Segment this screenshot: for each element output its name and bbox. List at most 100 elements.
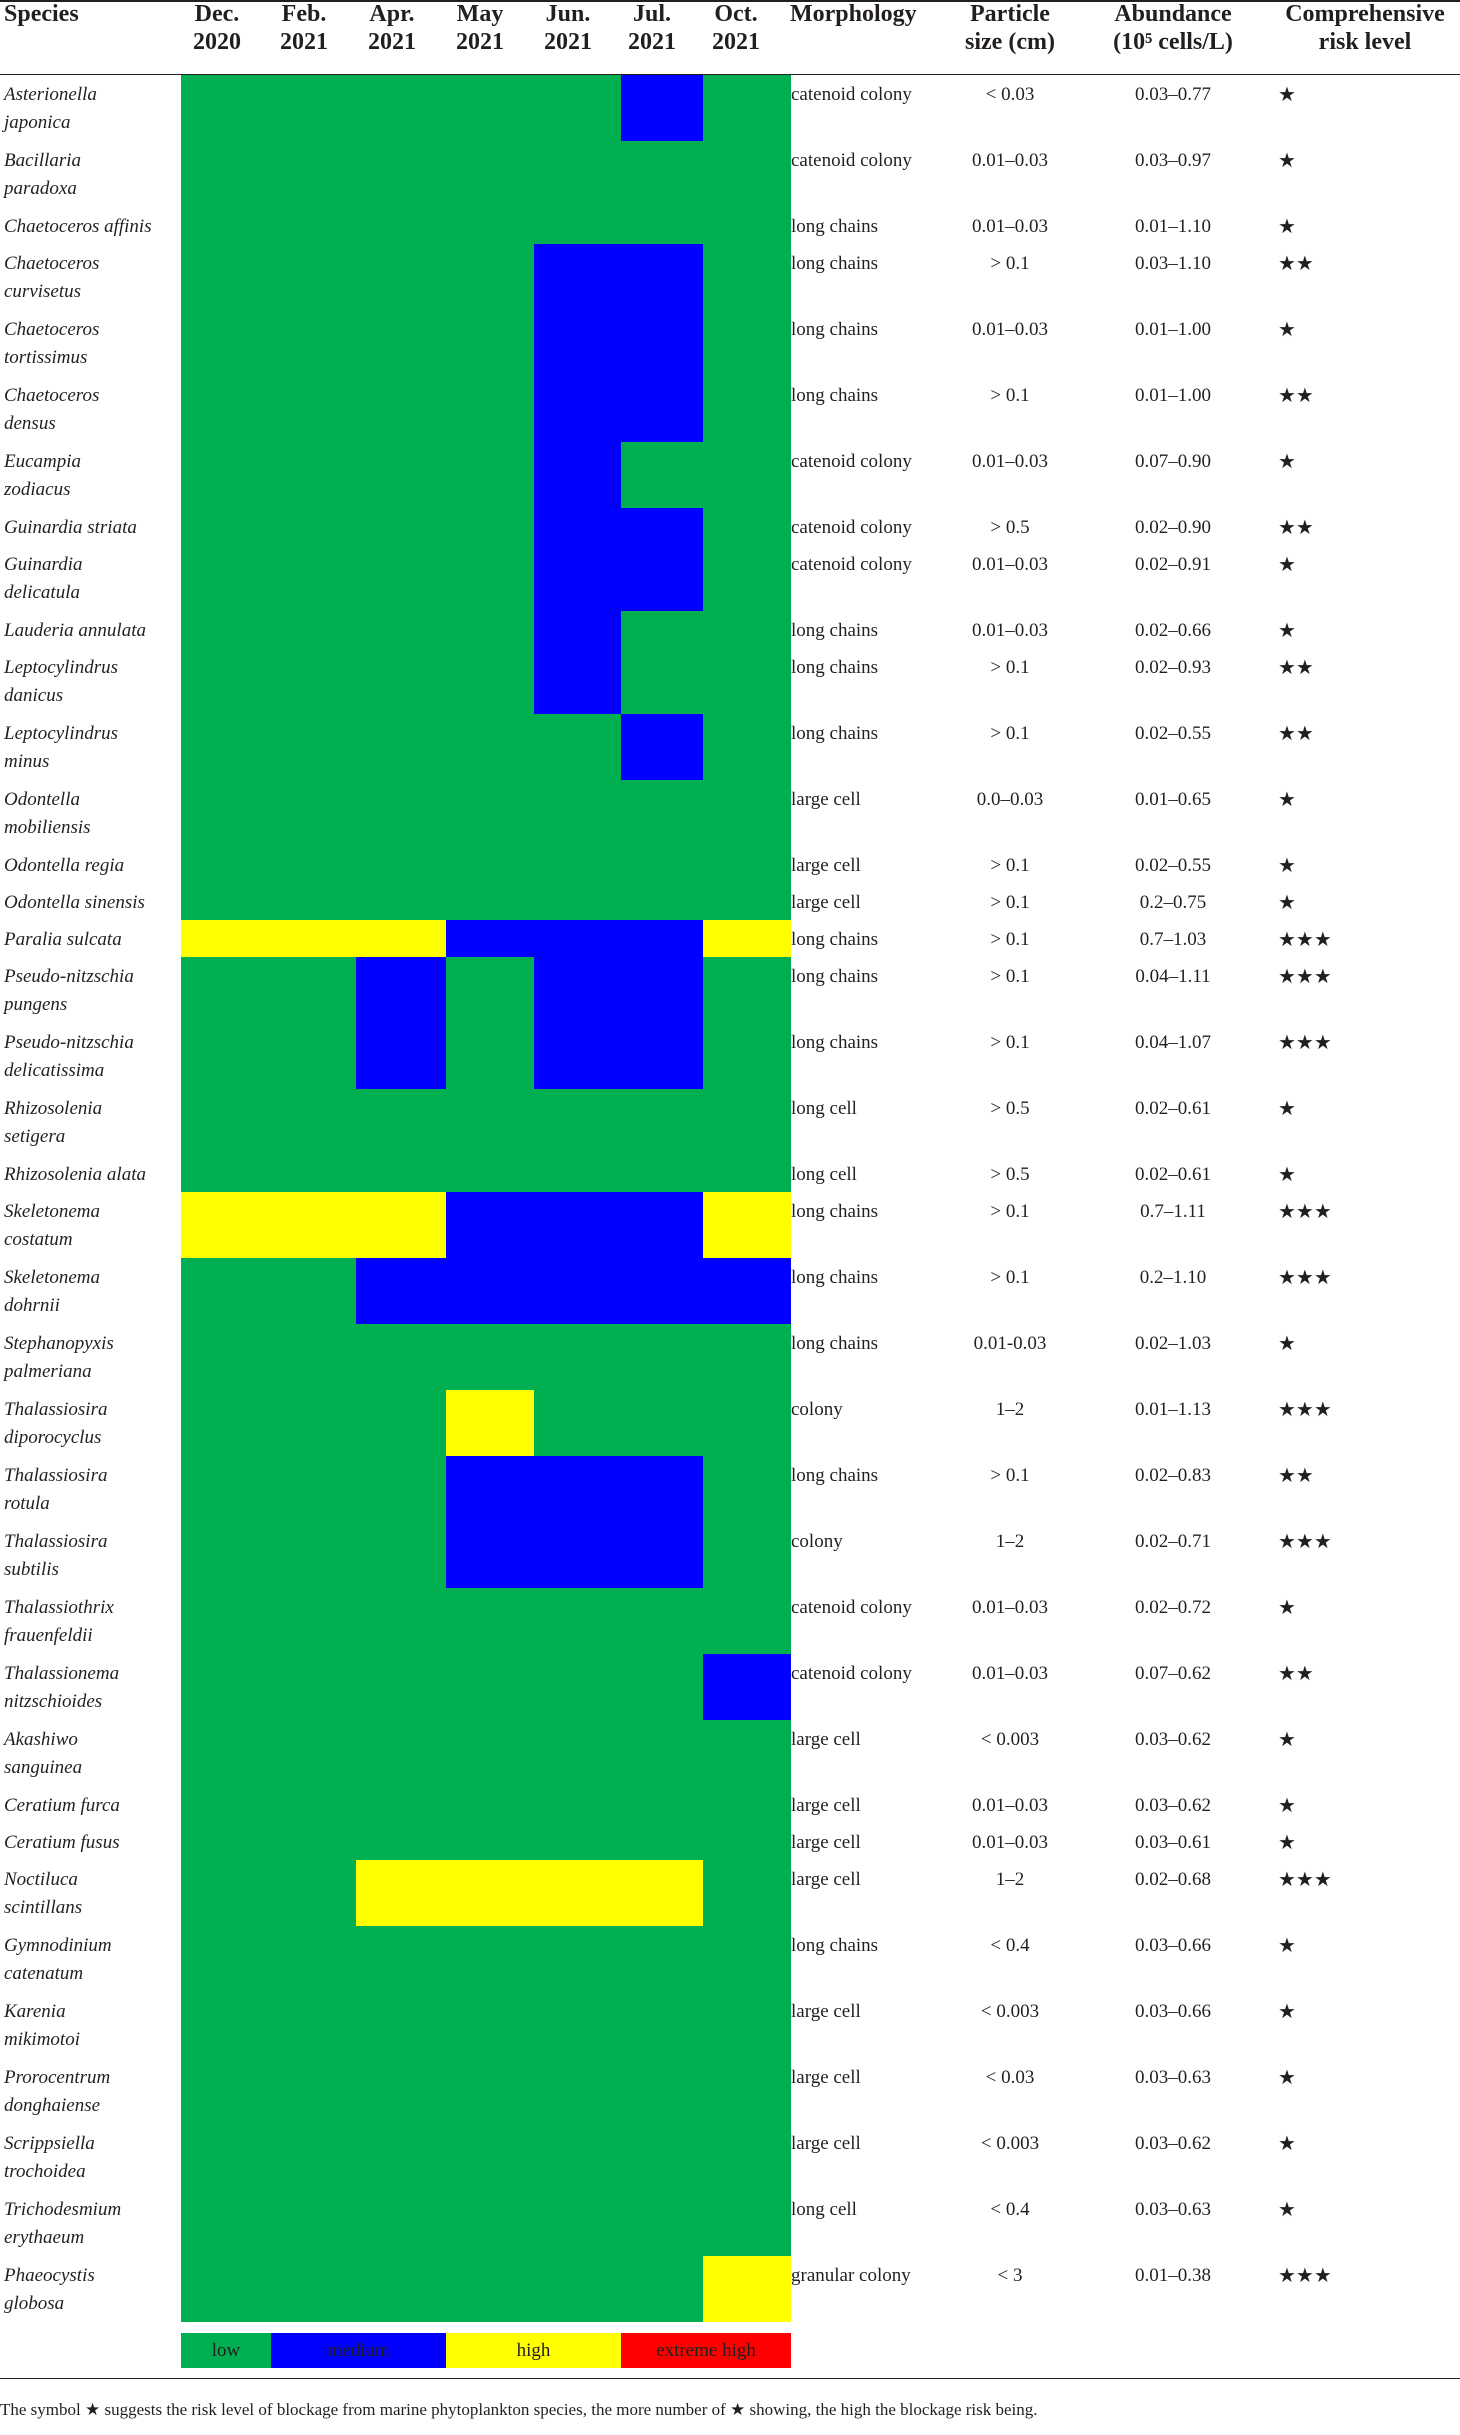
heatmap-cell	[621, 2256, 703, 2322]
risk-stars: ★★	[1278, 723, 1314, 745]
heatmap-cell	[181, 376, 268, 442]
abundance-cell: 0.03–0.63	[1135, 2067, 1211, 2088]
heatmap-cell	[534, 1258, 621, 1324]
risk-stars: ★★	[1278, 657, 1314, 679]
heatmap-cell	[534, 920, 621, 957]
risk-stars: ★	[1278, 554, 1296, 576]
heatmap-cell	[446, 1992, 534, 2058]
abundance-cell: 0.03–0.62	[1135, 1729, 1211, 1750]
abundance-cell: 0.03–0.61	[1135, 1832, 1211, 1853]
abundance-cell: 0.01–1.13	[1135, 1399, 1211, 1420]
heatmap-cell	[534, 1390, 621, 1456]
species-name: Bacillaria paradoxa	[4, 150, 82, 199]
particle-size-cell: 1–2	[995, 1869, 1025, 1890]
particle-size-cell: 0.01–0.03	[972, 1795, 1048, 1816]
abundance-cell: 0.02–0.55	[1135, 855, 1211, 876]
heatmap-cell	[621, 75, 703, 141]
species-name: Chaetoceros tortissimus	[4, 319, 100, 368]
risk-stars: ★★★	[1278, 966, 1332, 988]
header-morphology: Morphology	[790, 1, 917, 27]
heatmap-cell	[181, 611, 268, 648]
heatmap-cell	[534, 1720, 621, 1786]
heatmap-cell	[268, 780, 356, 846]
morphology-cell: large cell	[791, 789, 861, 810]
morphology-cell: large cell	[791, 2133, 861, 2154]
table-row: Chaetoceros tortissimus long chains 0.01–0…	[0, 310, 1460, 376]
heatmap-cell	[268, 1192, 356, 1258]
heatmap-cell	[268, 1926, 356, 1992]
heatmap-cell	[356, 2058, 446, 2124]
particle-size-cell: 0.01–0.03	[972, 620, 1048, 641]
table-row: Noctiluca scintillans large cell 1–2 0.02–0…	[0, 1860, 1460, 1926]
footnote: The symbol ★ suggests the risk level of …	[0, 2400, 1038, 2419]
heatmap-cell	[356, 1786, 446, 1823]
table-row: Akashiwo sanguinea large cell < 0.003 0.03–…	[0, 1720, 1460, 1786]
abundance-cell: 0.03–0.66	[1135, 1935, 1211, 1956]
heatmap-cell	[181, 1588, 268, 1654]
table-row: Gymnodinium catenatum long chains < 0.4 0.0…	[0, 1926, 1460, 1992]
heatmap-cell	[356, 1155, 446, 1192]
abundance-cell: 0.02–0.91	[1135, 554, 1211, 575]
heatmap-cell	[703, 611, 791, 648]
heatmap-cell	[356, 714, 446, 780]
heatmap-cell	[268, 442, 356, 508]
heatmap-cell	[534, 1089, 621, 1155]
heatmap-cell	[268, 545, 356, 611]
heatmap-cell	[703, 846, 791, 883]
heatmap-cell	[621, 508, 703, 545]
table-row: Trichodesmium erythaeum long cell < 0.4 0.0…	[0, 2190, 1460, 2256]
species-name: Trichodesmium erythaeum	[4, 2199, 122, 2248]
morphology-cell: long cell	[791, 1164, 857, 1185]
risk-stars: ★	[1278, 1729, 1296, 1751]
heatmap-cell	[446, 207, 534, 244]
abundance-cell: 0.03–0.77	[1135, 84, 1211, 105]
table-row: Thalassionema nitzschioides catenoid colo…	[0, 1654, 1460, 1720]
risk-stars: ★	[1278, 1597, 1296, 1619]
heatmap-cell	[446, 1926, 534, 1992]
heatmap-cell	[621, 2124, 703, 2190]
heatmap-cell	[181, 883, 268, 920]
morphology-cell: long cell	[791, 2199, 857, 2220]
abundance-cell: 0.04–1.07	[1135, 1032, 1211, 1053]
heatmap-cell	[181, 1860, 268, 1926]
heatmap-cell	[446, 1522, 534, 1588]
heatmap-cell	[621, 1456, 703, 1522]
morphology-cell: large cell	[791, 1869, 861, 1890]
risk-stars: ★★★	[1278, 1531, 1332, 1553]
abundance-cell: 0.02–0.93	[1135, 657, 1211, 678]
heatmap-cell	[356, 1992, 446, 2058]
heatmap-cell	[703, 1720, 791, 1786]
risk-stars: ★	[1278, 2067, 1296, 2089]
morphology-cell: long chains	[791, 216, 879, 237]
heatmap-cell	[621, 883, 703, 920]
species-name: Thalassiosira subtilis	[4, 1531, 108, 1580]
heatmap-cell	[534, 1023, 621, 1089]
heatmap-cell	[268, 1588, 356, 1654]
heatmap-cell	[181, 1926, 268, 1992]
morphology-cell: long chains	[791, 929, 879, 950]
legend-item-medium: medium	[271, 2333, 446, 2368]
heatmap-cell	[703, 1456, 791, 1522]
table-row: Scrippsiella trochoidea large cell < 0.003…	[0, 2124, 1460, 2190]
heatmap-cell	[621, 1155, 703, 1192]
heatmap-cell	[356, 920, 446, 957]
heatmap-cell	[446, 883, 534, 920]
heatmap-cell	[703, 75, 791, 141]
heatmap-cell	[181, 2058, 268, 2124]
header-month-jun-2021: Jun. 2021	[544, 1, 592, 55]
particle-size-cell: 0.01–0.03	[972, 150, 1048, 171]
abundance-cell: 0.03–0.62	[1135, 1795, 1211, 1816]
morphology-cell: catenoid colony	[791, 84, 912, 105]
abundance-cell: 0.02–0.66	[1135, 620, 1211, 641]
heatmap-cell	[703, 780, 791, 846]
heatmap-cell	[621, 780, 703, 846]
heatmap-cell	[181, 1258, 268, 1324]
particle-size-cell: > 0.1	[990, 929, 1030, 950]
heatmap-cell	[356, 442, 446, 508]
abundance-cell: 0.07–0.90	[1135, 451, 1211, 472]
risk-stars: ★	[1278, 1832, 1296, 1854]
risk-stars: ★★★	[1278, 1201, 1332, 1223]
heatmap-cell	[703, 1992, 791, 2058]
table-row: Pseudo-nitzschia delicatissima long chain…	[0, 1023, 1460, 1089]
heatmap-cell	[446, 1155, 534, 1192]
